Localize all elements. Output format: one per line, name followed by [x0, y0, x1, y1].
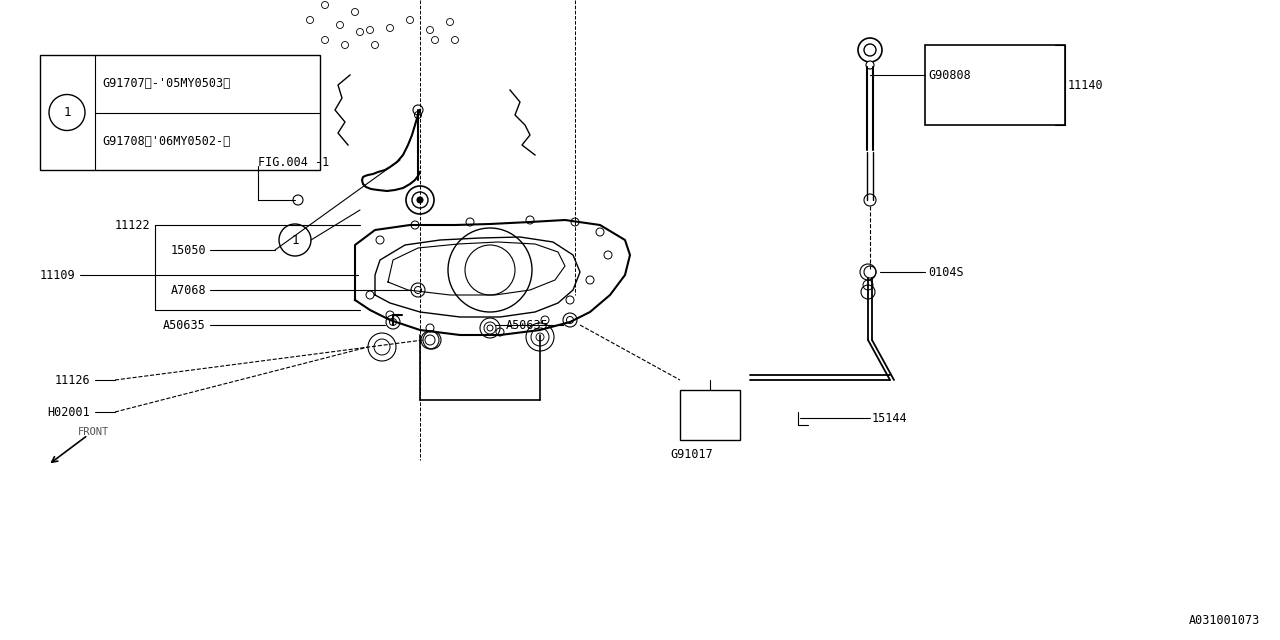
Text: 11126: 11126: [54, 374, 90, 387]
Text: A031001073: A031001073: [1189, 614, 1260, 627]
Bar: [680, 390, 740, 440]
Text: 11122: 11122: [114, 218, 150, 232]
Text: A50635: A50635: [164, 319, 206, 332]
Text: A7068: A7068: [170, 284, 206, 296]
Bar: [40, 55, 320, 170]
Text: 15050: 15050: [170, 243, 206, 257]
Circle shape: [858, 38, 882, 62]
Text: FRONT: FRONT: [78, 427, 109, 437]
Text: 1: 1: [63, 106, 70, 119]
Text: 15144: 15144: [872, 412, 908, 424]
Circle shape: [279, 224, 311, 256]
Circle shape: [867, 61, 874, 69]
Text: G90808: G90808: [928, 68, 970, 81]
Text: G91017: G91017: [669, 449, 713, 461]
Text: H02001: H02001: [47, 406, 90, 419]
Circle shape: [864, 194, 876, 206]
Text: G91708〈'06MY0502-〉: G91708〈'06MY0502-〉: [102, 135, 230, 148]
Circle shape: [417, 197, 422, 203]
Text: 11109: 11109: [40, 269, 76, 282]
Text: FIG.004 -1: FIG.004 -1: [259, 156, 329, 168]
Text: 11140: 11140: [1068, 79, 1103, 92]
Bar: [925, 45, 1065, 125]
Text: A50635: A50635: [506, 319, 549, 332]
Text: G91707〈-'05MY0503〉: G91707〈-'05MY0503〉: [102, 77, 230, 90]
Text: 0104S: 0104S: [928, 266, 964, 278]
Circle shape: [49, 95, 84, 131]
Text: 1: 1: [292, 234, 298, 246]
